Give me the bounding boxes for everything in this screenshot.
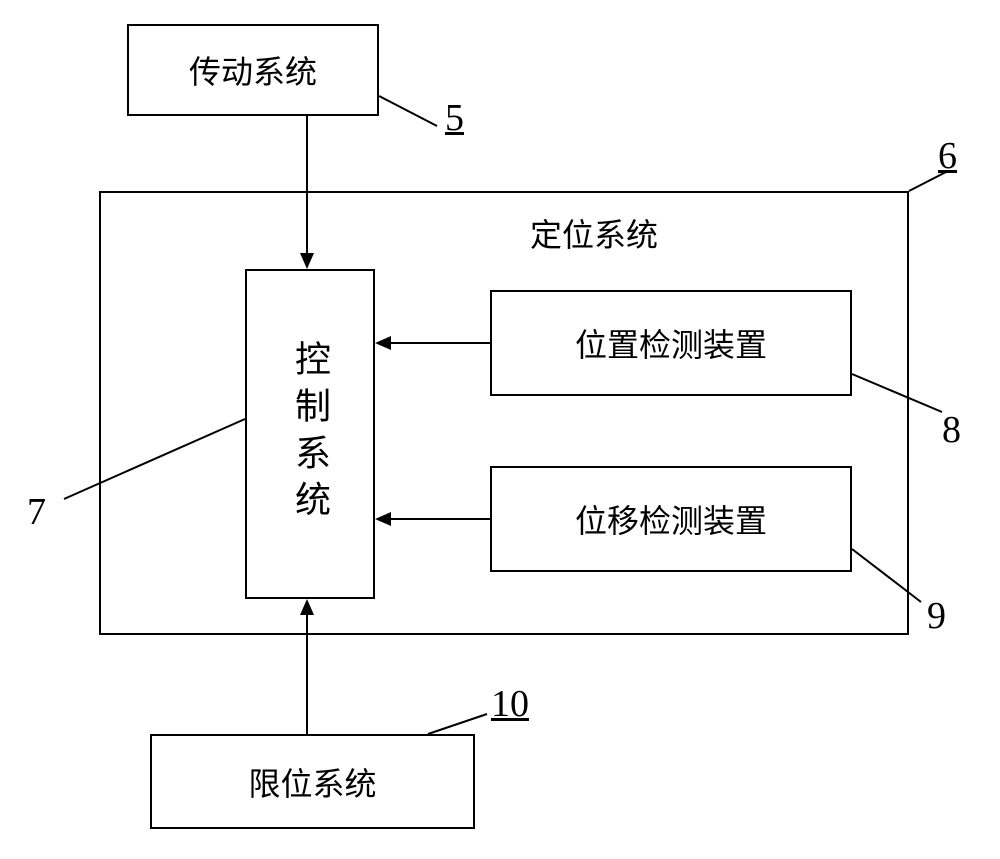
edge-9-to-7 — [391, 518, 490, 520]
node-label: 位移检测装置 — [575, 496, 767, 542]
node-transmission-system: 传动系统 — [127, 24, 379, 116]
ref-number-10: 10 — [491, 682, 529, 726]
ref-number-5: 5 — [445, 96, 464, 140]
edge-5-to-7 — [306, 116, 308, 253]
positioning-system-label: 定位系统 — [530, 210, 658, 256]
edge-8-to-7 — [391, 342, 490, 344]
node-label: 位置检测装置 — [575, 320, 767, 366]
node-position-detection: 位置检测装置 — [490, 290, 852, 396]
node-label: 限位系统 — [248, 759, 376, 805]
ref-number-6: 6 — [938, 134, 957, 178]
node-label: 传动系统 — [189, 47, 317, 93]
node-limit-system: 限位系统 — [150, 734, 475, 829]
arrow-head-icon — [300, 253, 314, 269]
ref-number-8: 8 — [942, 408, 961, 452]
node-displacement-detection: 位移检测装置 — [490, 466, 852, 572]
ref-number-7: 7 — [27, 490, 46, 534]
arrow-head-icon — [375, 336, 391, 350]
edge-10-to-7 — [306, 615, 308, 734]
node-label: 控制系统 — [284, 340, 336, 527]
node-control-system: 控制系统 — [245, 269, 375, 599]
arrow-head-icon — [300, 599, 314, 615]
arrow-head-icon — [375, 512, 391, 526]
ref-number-9: 9 — [927, 594, 946, 638]
